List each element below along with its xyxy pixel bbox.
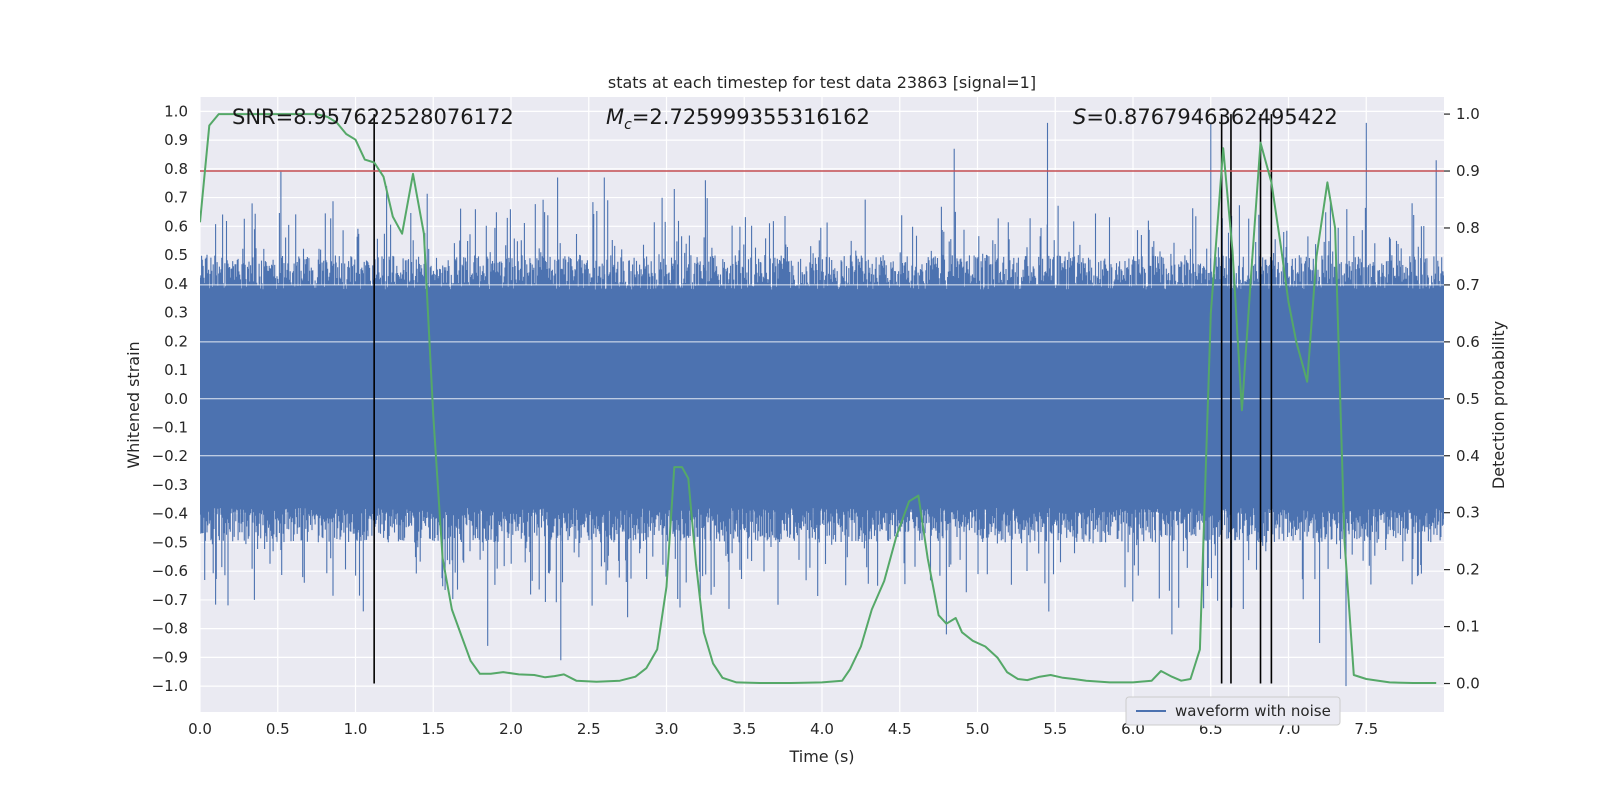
y-right-axis-ticks: 1.0 0.9 0.8 0.7 0.6 0.5 0.4 0.3 0.2 0.1 0.0 (1444, 105, 1480, 693)
y-left-axis-ticks: 1.0 0.9 0.8 0.7 0.6 0.5 0.4 0.3 0.2 0.1 0.0 −0.1 −0.… (152, 102, 188, 695)
y-right-tick-label: 0.6 (1456, 333, 1480, 351)
y-left-tick-label: 0.2 (164, 332, 188, 350)
y-left-tick-label: 0.1 (164, 361, 188, 379)
y-left-tick-label: 0.3 (164, 304, 188, 322)
x-tick-label: 3.0 (655, 720, 679, 738)
legend: waveform with noise (1125, 696, 1341, 726)
s-statistic-symbol: S (1073, 105, 1086, 129)
y-right-tick-label: 0.2 (1456, 561, 1480, 579)
x-tick-label: 4.5 (888, 720, 912, 738)
y-right-tick-label: 0.1 (1456, 618, 1480, 636)
chart-title: stats at each timestep for test data 238… (608, 73, 1036, 92)
y-left-tick-label: −0.4 (152, 505, 188, 523)
y-right-tick-label: 0.9 (1456, 162, 1480, 180)
x-tick-label: 2.0 (499, 720, 523, 738)
chirp-mass-value: =2.725999355316162 (632, 105, 870, 129)
y-left-tick-label: 0.4 (164, 275, 188, 293)
x-tick-label: 1.0 (344, 720, 368, 738)
x-axis-label: Time (s) (788, 747, 854, 766)
y-left-tick-label: 0.5 (164, 246, 188, 264)
x-tick-label: 5.0 (966, 720, 990, 738)
x-axis-ticks: 0.0 0.5 1.0 1.5 2.0 2.5 3.0 3.5 4.0 4.5 5.0 5.5 6.0 6… (188, 720, 1378, 738)
y-left-tick-label: 0.7 (164, 189, 188, 207)
x-tick-label: 2.5 (577, 720, 601, 738)
s-statistic-value: =0.8767946362495422 (1086, 105, 1337, 129)
x-tick-label: 7.5 (1354, 720, 1378, 738)
y-left-tick-label: −0.1 (152, 418, 188, 436)
chirp-mass-subscript: c (624, 117, 632, 133)
vertical-marker-lines (373, 114, 1273, 684)
legend-label: waveform with noise (1175, 702, 1331, 720)
y-left-tick-label: −0.2 (152, 447, 188, 465)
y-left-axis-label: Whitened strain (124, 341, 143, 468)
y-right-tick-label: 0.4 (1456, 447, 1480, 465)
y-left-tick-label: 0.8 (164, 160, 188, 178)
x-tick-label: 1.5 (421, 720, 445, 738)
y-right-tick-label: 0.5 (1456, 390, 1480, 408)
x-tick-label: 0.5 (266, 720, 290, 738)
probability-series (200, 113, 1437, 684)
y-left-tick-label: −0.6 (152, 562, 188, 580)
x-tick-label: 3.5 (732, 720, 756, 738)
y-left-tick-label: 0.9 (164, 131, 188, 149)
y-right-tick-label: 0.8 (1456, 219, 1480, 237)
y-right-tick-label: 0.7 (1456, 276, 1480, 294)
y-left-tick-label: 0.6 (164, 217, 188, 235)
y-right-axis-label: Detection probability (1489, 321, 1508, 489)
snr-annotation: SNR=8.957622528076172 (232, 105, 514, 129)
x-tick-label: 4.0 (810, 720, 834, 738)
legend-box (1125, 696, 1341, 726)
y-left-tick-label: 1.0 (164, 102, 188, 120)
s-statistic-annotation: S=0.8767946362495422 (1073, 105, 1338, 129)
y-left-tick-label: −1.0 (152, 677, 188, 695)
plot-content (200, 113, 1444, 687)
y-left-tick-label: −0.7 (152, 591, 188, 609)
x-tick-label: 0.0 (188, 720, 212, 738)
y-right-tick-label: 0.3 (1456, 504, 1480, 522)
y-right-tick-label: 0.0 (1456, 675, 1480, 693)
y-right-tick-label: 1.0 (1456, 105, 1480, 123)
y-left-tick-label: −0.3 (152, 476, 188, 494)
overlay-grid (200, 284, 1444, 457)
y-left-tick-label: −0.8 (152, 620, 188, 638)
chirp-mass-symbol: M (606, 105, 624, 129)
chirp-mass-annotation: Mc=2.725999355316162 (606, 105, 870, 133)
y-left-tick-label: −0.5 (152, 533, 188, 551)
y-left-tick-label: 0.0 (164, 390, 188, 408)
x-tick-label: 5.5 (1043, 720, 1067, 738)
y-left-tick-label: −0.9 (152, 648, 188, 666)
probability-line (200, 113, 1437, 684)
